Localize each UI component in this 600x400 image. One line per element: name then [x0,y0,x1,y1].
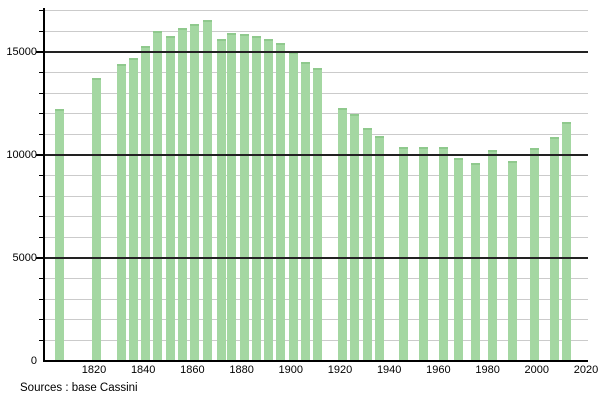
y-axis-tick [39,113,43,115]
bar-1861 [190,24,200,360]
x-axis-label: 1940 [376,364,402,376]
bar-1954 [419,146,429,360]
minor-gridline [45,30,588,32]
source-caption: Sources : base Cassini [20,382,138,394]
y-axis-tick [39,278,43,280]
x-axis-label: 1900 [278,364,304,376]
bar-1936 [374,136,384,360]
y-axis-tick [39,30,43,32]
bar-1831 [116,64,126,360]
bar-1866 [202,20,212,360]
bar-1872 [217,38,227,360]
y-axis-tick [39,236,43,238]
bar-1911 [313,68,323,360]
bar-1851 [165,35,175,360]
x-axis-label: 1840 [130,364,156,376]
bar-1846 [153,31,163,360]
minor-gridline [45,10,588,12]
y-axis-tick [39,319,43,321]
x-axis-label: 1920 [327,364,353,376]
y-axis-tick [36,51,43,53]
bar-1999 [529,147,539,360]
y-axis-tick [39,195,43,197]
y-axis-label: 10000 [6,149,37,161]
x-axis-line [43,360,588,362]
bar-2007 [549,137,559,360]
y-axis-tick [39,72,43,74]
bar-1876 [227,33,237,360]
x-axis-label: 1980 [475,364,500,376]
y-axis-spine [43,8,45,362]
bar-1806 [55,108,65,360]
y-axis-tick [36,154,43,156]
y-axis-label: 15000 [6,46,37,58]
bar-1990 [507,161,517,360]
x-axis-label: 1820 [81,364,107,376]
bar-1982 [488,149,498,360]
bar-1896 [276,42,286,360]
bar-1926 [350,113,360,360]
y-axis-tick [39,175,43,177]
bar-1962 [438,146,448,360]
bar-1968 [453,158,463,360]
x-axis-label: 1860 [180,364,205,376]
x-axis-label: 2000 [524,364,550,376]
bar-1906 [301,62,311,360]
bar-1921 [337,107,347,360]
bar-1841 [141,45,151,360]
x-axis-label: 1960 [426,364,451,376]
y-axis-tick [39,216,43,218]
bar-2012 [561,122,571,360]
bar-1886 [251,35,261,360]
x-axis-label: 2020 [573,364,599,376]
y-axis-tick [36,257,43,259]
y-axis-tick [39,339,43,341]
y-axis-label: 0 [30,355,37,367]
y-axis-tick [39,298,43,300]
y-axis-tick [39,10,43,12]
bar-1881 [239,34,249,360]
bar-1891 [264,38,274,360]
bar-1856 [178,28,188,360]
bar-1901 [288,52,298,360]
bar-1975 [470,163,480,360]
bar-1946 [399,146,409,360]
bar-1836 [128,58,138,360]
y-axis-tick [39,92,43,94]
x-axis-label: 1880 [229,364,254,376]
bar-1931 [362,128,372,360]
major-gridline [45,51,588,53]
y-axis-label: 5000 [12,252,37,264]
bar-1821 [91,77,101,360]
y-axis-tick [39,133,43,135]
